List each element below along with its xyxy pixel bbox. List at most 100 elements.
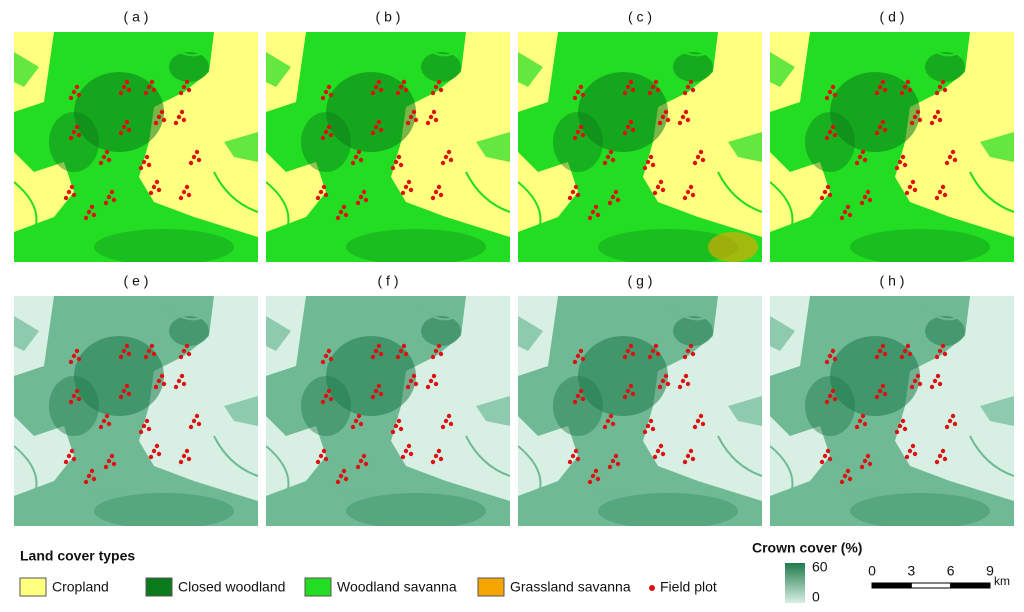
field-plot	[71, 129, 77, 135]
field-plot	[690, 456, 696, 462]
field-plot	[413, 381, 419, 387]
field-plot	[153, 120, 159, 126]
field-plot	[124, 119, 130, 125]
field-plot	[431, 109, 437, 115]
field-plot	[902, 84, 908, 90]
field-plot	[71, 89, 77, 95]
map-panel	[266, 32, 510, 262]
field-plot	[323, 192, 329, 198]
field-plot	[101, 154, 107, 160]
field-plot	[186, 87, 192, 93]
field-plot	[86, 473, 92, 479]
field-plot	[877, 84, 883, 90]
legend-label: Grassland savanna	[510, 579, 631, 595]
field-plot	[159, 373, 165, 379]
field-plot	[430, 459, 436, 465]
field-plot	[146, 348, 152, 354]
field-plot	[318, 189, 324, 195]
field-plot	[413, 117, 419, 123]
legend-label: Field plot	[660, 579, 717, 595]
field-plot	[610, 458, 616, 464]
field-plot	[650, 162, 656, 168]
field-plot	[910, 443, 916, 449]
field-plot	[178, 459, 184, 465]
field-plot	[71, 456, 77, 462]
field-plot	[655, 351, 661, 357]
field-plot	[937, 189, 943, 195]
field-plot	[572, 399, 578, 405]
field-plot	[156, 378, 162, 384]
field-plot	[103, 200, 109, 206]
field-plot	[376, 383, 382, 389]
crown-cover-title: Crown cover (%)	[752, 540, 862, 556]
field-plot	[433, 84, 439, 90]
scale-bar: 0 3 6 9km	[868, 563, 1010, 589]
legend-label: Closed woodland	[178, 579, 285, 595]
field-plot	[847, 212, 853, 218]
field-plot	[593, 468, 599, 474]
field-plot	[398, 426, 404, 432]
field-plot	[104, 149, 110, 155]
field-plot	[880, 79, 886, 85]
field-plot	[66, 189, 72, 195]
field-plot	[326, 84, 332, 90]
scale-segment	[950, 582, 991, 589]
field-plot	[845, 204, 851, 210]
field-plot	[358, 157, 364, 163]
field-plot	[859, 200, 865, 206]
field-plot	[341, 204, 347, 210]
field-plot	[698, 413, 704, 419]
field-plot	[915, 373, 921, 379]
field-plot	[398, 348, 404, 354]
field-plot	[396, 154, 402, 160]
field-plot	[907, 351, 913, 357]
field-plot	[438, 456, 444, 462]
map-panel	[14, 296, 258, 526]
field-plot	[396, 418, 402, 424]
field-plot	[156, 187, 162, 193]
scale-segment	[910, 582, 952, 589]
legend-swatch	[477, 577, 505, 597]
field-plot	[578, 84, 584, 90]
field-plot	[580, 356, 586, 362]
field-plot	[401, 343, 407, 349]
field-plot	[688, 343, 694, 349]
field-plot	[433, 348, 439, 354]
field-plot	[126, 391, 132, 397]
field-plot	[688, 79, 694, 85]
field-plot	[819, 195, 825, 201]
field-plot	[118, 354, 124, 360]
field-plot	[101, 418, 107, 424]
field-plot	[320, 95, 326, 101]
scale-segment	[871, 582, 912, 589]
field-plot	[109, 453, 115, 459]
field-plot	[819, 459, 825, 465]
field-plot	[655, 184, 661, 190]
field-plot	[655, 448, 661, 454]
crown-cover-legend: Crown cover (%) 60 0	[752, 540, 862, 605]
field-plot	[353, 154, 359, 160]
field-plot	[118, 394, 124, 400]
field-plot	[184, 343, 190, 349]
crown-cover-ramp	[785, 563, 805, 603]
field-plot	[899, 354, 905, 360]
field-plot	[436, 448, 442, 454]
field-plot	[622, 90, 628, 96]
field-plot	[874, 90, 880, 96]
field-plot	[655, 87, 661, 93]
field-plot	[880, 383, 886, 389]
field-plot	[695, 418, 701, 424]
field-plot	[647, 90, 653, 96]
map-image	[14, 32, 258, 262]
field-plot	[642, 429, 648, 435]
field-plot	[425, 120, 431, 126]
field-plot	[572, 135, 578, 141]
field-plot	[685, 381, 691, 387]
field-plot	[68, 359, 74, 365]
field-plot	[904, 454, 910, 460]
field-plot	[405, 120, 411, 126]
field-plot	[578, 348, 584, 354]
panel-label: ( b )	[376, 9, 401, 25]
field-plot	[146, 426, 152, 432]
scale-tick-label: 9	[986, 563, 994, 579]
